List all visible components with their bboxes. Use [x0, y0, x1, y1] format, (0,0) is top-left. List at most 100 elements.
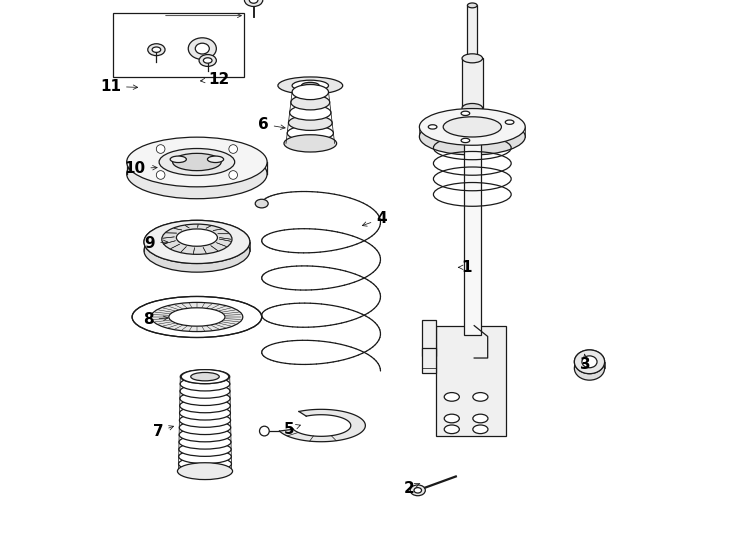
- Ellipse shape: [178, 457, 231, 471]
- Bar: [468, 5, 477, 57]
- Circle shape: [229, 145, 238, 153]
- Ellipse shape: [575, 350, 605, 374]
- Ellipse shape: [159, 148, 235, 176]
- Text: 12: 12: [200, 72, 229, 87]
- Ellipse shape: [419, 109, 526, 145]
- Text: 2: 2: [404, 481, 420, 496]
- Ellipse shape: [181, 369, 229, 383]
- Ellipse shape: [132, 296, 262, 338]
- Text: 11: 11: [100, 79, 138, 94]
- Bar: [422, 348, 435, 373]
- Bar: [464, 139, 481, 335]
- Text: 10: 10: [124, 161, 157, 176]
- Ellipse shape: [176, 229, 217, 246]
- Text: 5: 5: [283, 422, 300, 437]
- Ellipse shape: [161, 224, 232, 254]
- Ellipse shape: [505, 120, 514, 124]
- Ellipse shape: [179, 435, 231, 449]
- Text: 6: 6: [258, 117, 285, 132]
- Ellipse shape: [287, 125, 333, 140]
- Ellipse shape: [292, 80, 329, 91]
- Ellipse shape: [180, 384, 230, 398]
- Ellipse shape: [250, 0, 258, 3]
- Ellipse shape: [208, 156, 224, 163]
- Ellipse shape: [188, 38, 217, 59]
- Ellipse shape: [180, 377, 230, 391]
- Ellipse shape: [302, 82, 319, 89]
- Ellipse shape: [161, 224, 232, 254]
- Polygon shape: [280, 409, 366, 442]
- Circle shape: [156, 145, 165, 153]
- Ellipse shape: [255, 199, 268, 208]
- Ellipse shape: [286, 136, 335, 151]
- Ellipse shape: [444, 414, 459, 423]
- Ellipse shape: [178, 450, 231, 464]
- Text: 8: 8: [143, 312, 168, 327]
- Ellipse shape: [178, 463, 233, 480]
- Ellipse shape: [179, 421, 230, 435]
- Ellipse shape: [414, 488, 421, 493]
- Ellipse shape: [179, 442, 231, 456]
- Text: 1: 1: [459, 260, 472, 275]
- Ellipse shape: [575, 356, 605, 380]
- Ellipse shape: [127, 149, 267, 199]
- Text: 3: 3: [581, 354, 591, 372]
- Ellipse shape: [169, 308, 225, 326]
- Ellipse shape: [180, 392, 230, 406]
- Ellipse shape: [473, 393, 488, 401]
- Text: 7: 7: [153, 424, 173, 440]
- Bar: [113, 13, 244, 77]
- Ellipse shape: [203, 58, 212, 63]
- Ellipse shape: [444, 393, 459, 401]
- Ellipse shape: [288, 115, 333, 130]
- Ellipse shape: [172, 153, 221, 171]
- Ellipse shape: [291, 95, 330, 110]
- Circle shape: [156, 171, 165, 179]
- Ellipse shape: [473, 414, 488, 423]
- Ellipse shape: [582, 356, 597, 368]
- Ellipse shape: [582, 356, 597, 368]
- Ellipse shape: [444, 425, 459, 434]
- Ellipse shape: [179, 413, 230, 427]
- Ellipse shape: [181, 369, 230, 383]
- Ellipse shape: [176, 229, 217, 246]
- Ellipse shape: [290, 105, 331, 120]
- Ellipse shape: [191, 373, 219, 381]
- Ellipse shape: [195, 43, 209, 54]
- Ellipse shape: [410, 485, 425, 496]
- Ellipse shape: [148, 44, 165, 56]
- Ellipse shape: [151, 302, 243, 332]
- Circle shape: [229, 171, 238, 179]
- Ellipse shape: [144, 229, 250, 272]
- Circle shape: [260, 426, 269, 436]
- Bar: [435, 326, 506, 436]
- Ellipse shape: [180, 406, 230, 420]
- Ellipse shape: [170, 156, 186, 163]
- Ellipse shape: [468, 3, 477, 8]
- Text: 9: 9: [145, 235, 168, 251]
- Ellipse shape: [284, 135, 337, 152]
- Ellipse shape: [292, 84, 329, 99]
- Ellipse shape: [178, 464, 232, 478]
- Ellipse shape: [575, 350, 605, 374]
- Ellipse shape: [462, 54, 482, 63]
- Ellipse shape: [461, 138, 470, 143]
- Ellipse shape: [244, 0, 263, 6]
- Ellipse shape: [443, 117, 501, 137]
- Ellipse shape: [462, 104, 482, 112]
- Bar: [422, 320, 435, 356]
- Ellipse shape: [461, 111, 470, 116]
- Text: 4: 4: [363, 211, 387, 226]
- Ellipse shape: [152, 47, 161, 52]
- Ellipse shape: [199, 55, 217, 66]
- Ellipse shape: [144, 220, 250, 264]
- Ellipse shape: [278, 77, 343, 94]
- Ellipse shape: [179, 428, 231, 442]
- Ellipse shape: [429, 125, 437, 129]
- Ellipse shape: [419, 118, 526, 155]
- Ellipse shape: [473, 425, 488, 434]
- Bar: [462, 58, 482, 108]
- Ellipse shape: [127, 137, 267, 187]
- Ellipse shape: [144, 220, 250, 264]
- Ellipse shape: [180, 399, 230, 413]
